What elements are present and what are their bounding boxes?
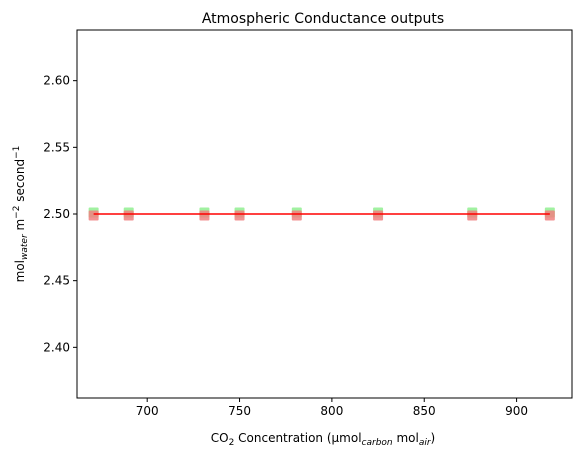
data-point [373,210,384,221]
x-tick-label: 850 [413,404,436,418]
data-point [123,210,134,221]
chart-title: Atmospheric Conductance outputs [202,11,444,27]
x-axis-label: CO2 Concentration (µmolcarbon molair) [211,431,435,448]
y-axis: 2.40 2.45 2.50 2.55 2.60 [43,74,77,354]
data-point [88,210,99,221]
data-point [467,210,478,221]
x-tick-label: 700 [136,404,159,418]
y-tick-label: 2.40 [43,340,70,354]
y-tick-label: 2.55 [43,140,70,154]
data-point [544,210,555,221]
y-tick-label: 2.60 [43,74,70,88]
y-tick-label: 2.50 [43,207,70,221]
plot-frame [76,29,573,399]
x-axis: 700 750 800 850 900 [136,398,528,418]
x-tick-label: 750 [228,404,251,418]
data-point [291,210,302,221]
data-point [234,210,245,221]
y-tick-label: 2.45 [43,274,70,288]
data-point [199,210,210,221]
plot-area [88,207,555,221]
x-tick-label: 900 [505,404,528,418]
x-tick-label: 800 [320,404,343,418]
y-axis-label: molwater m−2 second−1 [12,146,30,283]
